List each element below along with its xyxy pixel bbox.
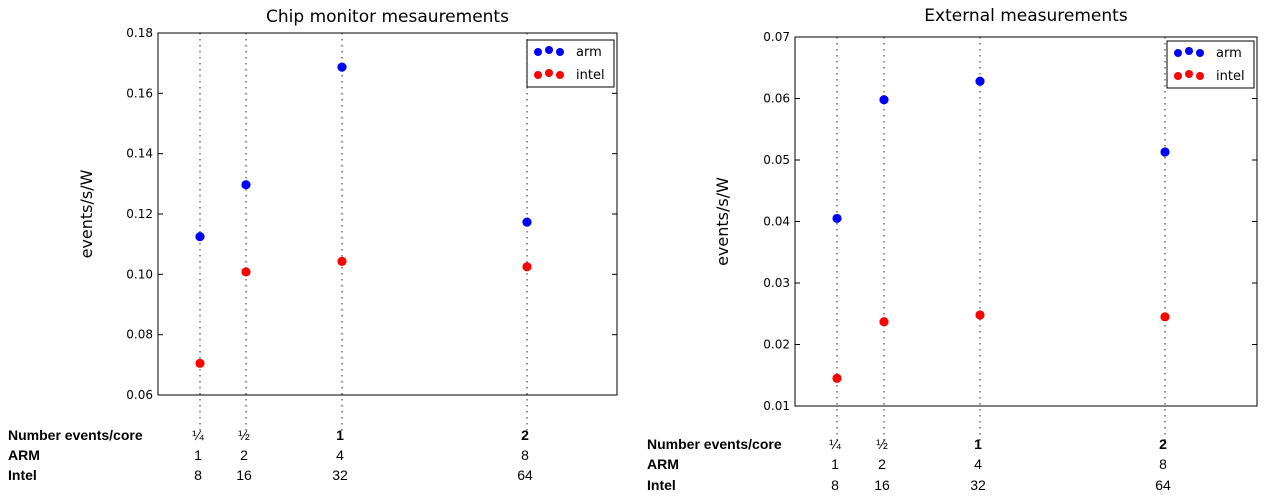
table-cell: 64 (517, 467, 533, 483)
chart-panel-2: External measurements events/s/W 0.01 0.02 0… (647, 6, 1258, 493)
arm-legend-marker (545, 46, 553, 54)
axis-table: Number events/core ¼ ½ 1 2 ARM 1 2 4 8 Intel 8 16 32 6… (647, 436, 1171, 493)
table-row-label: ARM (647, 456, 679, 472)
y-tick-label: 0.01 (763, 399, 790, 413)
intel-point-3 (975, 310, 985, 320)
table-cell: ¼ (192, 427, 204, 443)
intel-legend-marker (545, 69, 553, 77)
arm-point-1 (195, 232, 205, 242)
table-cell: 32 (970, 477, 986, 493)
y-tick-label: 0.14 (126, 147, 153, 161)
y-tick-label: 0.10 (126, 267, 153, 281)
intel-legend-marker (1196, 72, 1204, 80)
arm-point-3 (337, 62, 347, 72)
arm-legend-marker (1196, 49, 1204, 57)
table-cell: 8 (1159, 456, 1167, 472)
intel-legend-marker (534, 71, 542, 79)
intel-legend-marker (1185, 70, 1193, 78)
table-row-label: Intel (647, 477, 676, 493)
arm-legend-marker (534, 48, 542, 56)
table-cell: 2 (1159, 436, 1167, 452)
legend-box (1166, 40, 1255, 89)
y-tick-label: 0.08 (126, 328, 153, 342)
legend-label-arm: arm (1216, 46, 1242, 61)
table-cell: 1 (194, 447, 202, 463)
intel-point-4 (522, 262, 532, 272)
arm-point-2 (241, 180, 251, 190)
table-cell: 2 (878, 456, 886, 472)
arm-point-2 (879, 95, 889, 105)
chart-panel-1: Chip monitor mesaurements events/s/W 0.06 0… (8, 7, 618, 483)
chart-title: External measurements (924, 6, 1128, 26)
table-cell: ¼ (829, 436, 841, 452)
table-cell: 64 (1155, 477, 1171, 493)
intel-point-2 (879, 317, 889, 327)
y-tick-label: 0.04 (763, 215, 790, 229)
arm-point-4 (522, 217, 532, 227)
table-row-label: Number events/core (8, 427, 143, 443)
plot-frame (794, 36, 1258, 407)
table-cell: ½ (876, 436, 888, 452)
arm-point-1 (832, 213, 842, 224)
arm-legend-marker (556, 48, 564, 56)
table-cell: 8 (194, 467, 202, 483)
intel-point-1 (832, 373, 842, 383)
table-cell: 4 (974, 456, 982, 472)
y-axis-label: events/s/W (713, 177, 732, 266)
arm-point-3 (975, 76, 985, 86)
intel-point-4 (1160, 312, 1170, 322)
intel-legend-marker (556, 71, 564, 79)
table-cell: 16 (874, 477, 890, 493)
intel-legend-marker (1174, 72, 1182, 80)
chart-title: Chip monitor mesaurements (266, 7, 509, 27)
table-cell: ½ (238, 427, 250, 443)
arm-point-4 (1160, 147, 1170, 157)
y-tick-label: 0.07 (763, 30, 790, 44)
y-tick-label: 0.05 (763, 153, 790, 167)
y-tick-label: 0.03 (763, 276, 790, 290)
y-tick-label: 0.16 (126, 86, 153, 100)
legend-label-intel: intel (1216, 69, 1245, 84)
arm-legend-marker (1185, 47, 1193, 55)
table-row-label: ARM (8, 447, 40, 463)
table-row-label: Intel (8, 467, 37, 483)
legend-box (526, 39, 615, 88)
table-cell: 1 (974, 436, 982, 452)
y-tick-label: 0.06 (763, 92, 790, 106)
intel-point-1 (195, 358, 205, 368)
table-cell: 4 (336, 447, 344, 463)
legend-label-arm: arm (576, 45, 602, 60)
y-tick-label: 0.12 (126, 207, 153, 221)
axis-table: Number events/core ¼ ½ 1 2 ARM 1 2 4 8 Intel 8 16 32 6… (8, 427, 533, 483)
table-cell: 8 (831, 477, 839, 493)
y-tick-label: 0.06 (126, 388, 153, 402)
arm-legend-marker (1174, 49, 1182, 57)
legend-label-intel: intel (576, 68, 605, 83)
y-tick-label: 0.02 (763, 338, 790, 352)
table-cell: 32 (332, 467, 348, 483)
legend: arm intel (526, 39, 615, 88)
table-cell: 1 (336, 427, 344, 443)
table-row-label: Number events/core (647, 436, 782, 452)
table-cell: 8 (521, 447, 529, 463)
intel-point-3 (337, 256, 347, 266)
table-cell: 2 (240, 447, 248, 463)
table-cell: 2 (521, 427, 529, 443)
y-tick-label: 0.18 (126, 26, 153, 40)
table-cell: 16 (236, 467, 252, 483)
table-cell: 1 (831, 456, 839, 472)
intel-point-2 (241, 267, 251, 277)
legend: arm intel (1166, 40, 1255, 89)
y-axis-label: events/s/W (77, 169, 96, 258)
